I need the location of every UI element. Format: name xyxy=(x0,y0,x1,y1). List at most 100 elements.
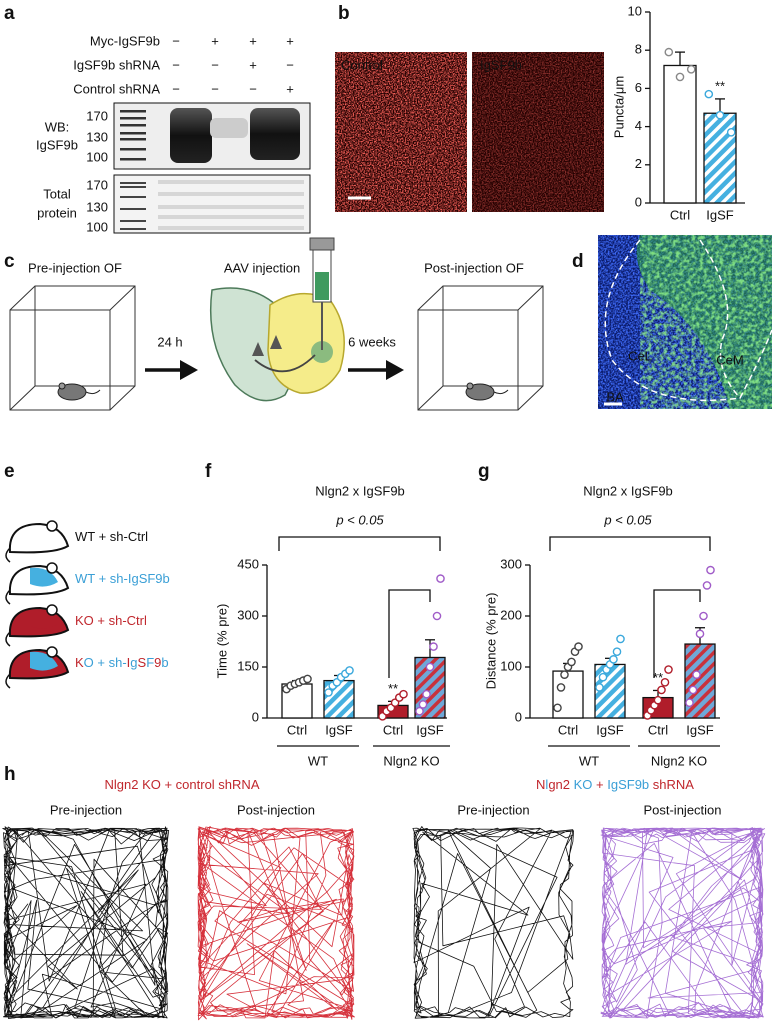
track-path xyxy=(197,826,355,1021)
region-label: CeM xyxy=(716,352,743,367)
ladder-band xyxy=(120,196,146,198)
injection-site xyxy=(311,341,333,363)
x-tick-label: IgSF xyxy=(686,722,714,737)
text-segment: O + sh- xyxy=(84,655,127,670)
x-tick-label: IgSF xyxy=(325,722,353,737)
data-point xyxy=(345,666,354,675)
data-point xyxy=(660,678,670,687)
p-value: p < 0.05 xyxy=(603,512,652,527)
data-point xyxy=(664,665,673,674)
y-tick-label: 10 xyxy=(628,3,642,18)
track-label: Post-injection xyxy=(643,802,721,817)
region-label: BA xyxy=(606,389,624,404)
track-path xyxy=(2,826,170,1019)
data-point xyxy=(695,629,705,639)
x-tick-label: IgSF xyxy=(596,722,624,737)
blot-row-label: Control shRNA xyxy=(73,81,160,96)
mw-label: 100 xyxy=(86,219,108,234)
data-point xyxy=(692,670,701,679)
total-band xyxy=(158,205,304,209)
total-band xyxy=(158,180,304,184)
text-segment: gn2 xyxy=(548,777,573,792)
ladder-band xyxy=(120,186,146,188)
significance: ** xyxy=(388,681,398,696)
x-tick-label: Ctrl xyxy=(558,722,578,737)
bracket xyxy=(388,589,431,678)
group-label: Nlgn2 KO xyxy=(651,753,707,768)
data-point xyxy=(418,700,428,709)
data-point xyxy=(688,685,698,695)
schematic-label: AAV injection xyxy=(224,260,300,275)
data-point xyxy=(324,688,333,697)
legend-entry: KO + sh-Ctrl xyxy=(75,613,147,628)
y-tick-label: 4 xyxy=(635,118,642,133)
legend-entry: WT + sh-IgSF9b xyxy=(75,571,170,586)
ladder-band xyxy=(120,182,146,184)
data-point xyxy=(574,642,583,651)
image-noise xyxy=(335,52,467,212)
bracket xyxy=(653,589,701,678)
y-axis-label: Puncta/μm xyxy=(611,76,626,138)
image-noise xyxy=(472,52,604,212)
data-point xyxy=(553,703,562,713)
data-point xyxy=(303,674,312,684)
mouse-ear xyxy=(58,382,66,390)
data-point xyxy=(664,47,674,57)
blot-row-label: Myc-IgSF9b xyxy=(90,33,160,48)
text-segment: I xyxy=(127,655,131,670)
data-point xyxy=(436,574,445,583)
mouse-ear xyxy=(46,604,58,616)
significance: ** xyxy=(653,670,663,685)
x-tick-label: IgSF xyxy=(706,207,734,222)
data-point xyxy=(685,698,694,708)
ladder-band xyxy=(120,148,146,151)
data-point xyxy=(399,689,408,699)
text-segment: KO + sh-Ctrl xyxy=(75,613,147,628)
mouse-tail xyxy=(493,389,509,395)
ladder-band xyxy=(120,124,146,127)
region-border xyxy=(604,239,772,401)
data-point xyxy=(675,72,685,82)
legend-entry: KO + sh-IgSF9b xyxy=(75,655,169,670)
y-tick-label: 200 xyxy=(500,607,522,622)
blot-sign: + xyxy=(249,33,257,48)
y-tick-label: 100 xyxy=(500,658,522,673)
blot-sign: + xyxy=(211,33,219,48)
ladder-band xyxy=(120,138,146,141)
data-point xyxy=(560,670,569,679)
schematic-label: 24 h xyxy=(157,334,182,349)
data-point xyxy=(715,110,725,120)
data-point xyxy=(422,689,431,699)
blot-total xyxy=(113,174,311,234)
data-point xyxy=(609,655,618,664)
data-point xyxy=(595,683,604,692)
mouse-ear xyxy=(466,382,474,390)
p-value: p < 0.05 xyxy=(335,512,384,527)
y-tick-label: 300 xyxy=(237,607,259,622)
mouse-patch xyxy=(30,567,58,587)
text-segment: Nlgn2 KO + control shRNA xyxy=(105,777,260,792)
data-point xyxy=(657,685,666,695)
bracket xyxy=(278,536,441,551)
mouse-ear xyxy=(46,646,58,658)
text-segment: 9 xyxy=(154,655,161,670)
arrow-head xyxy=(386,360,404,380)
data-point xyxy=(432,611,442,621)
data-point xyxy=(686,65,696,74)
x-tick-label: IgSF xyxy=(416,722,444,737)
y-tick-label: 450 xyxy=(237,556,259,571)
panel-label: b xyxy=(338,3,350,24)
tracks-title: Nlgn2 KO + control shRNA xyxy=(105,777,260,792)
blot-band xyxy=(210,118,248,138)
group-label: Nlgn2 KO xyxy=(383,753,439,768)
ladder-band xyxy=(120,228,146,230)
blot-sign: + xyxy=(286,81,294,96)
panel-label: h xyxy=(4,764,16,785)
blot-sign: − xyxy=(211,57,219,72)
mouse-patch xyxy=(30,609,58,629)
image-label: IgSF9b xyxy=(480,57,522,72)
schematic-label: Pre-injection OF xyxy=(28,260,122,275)
text-segment: l xyxy=(545,777,548,792)
text-segment: + xyxy=(592,777,607,792)
